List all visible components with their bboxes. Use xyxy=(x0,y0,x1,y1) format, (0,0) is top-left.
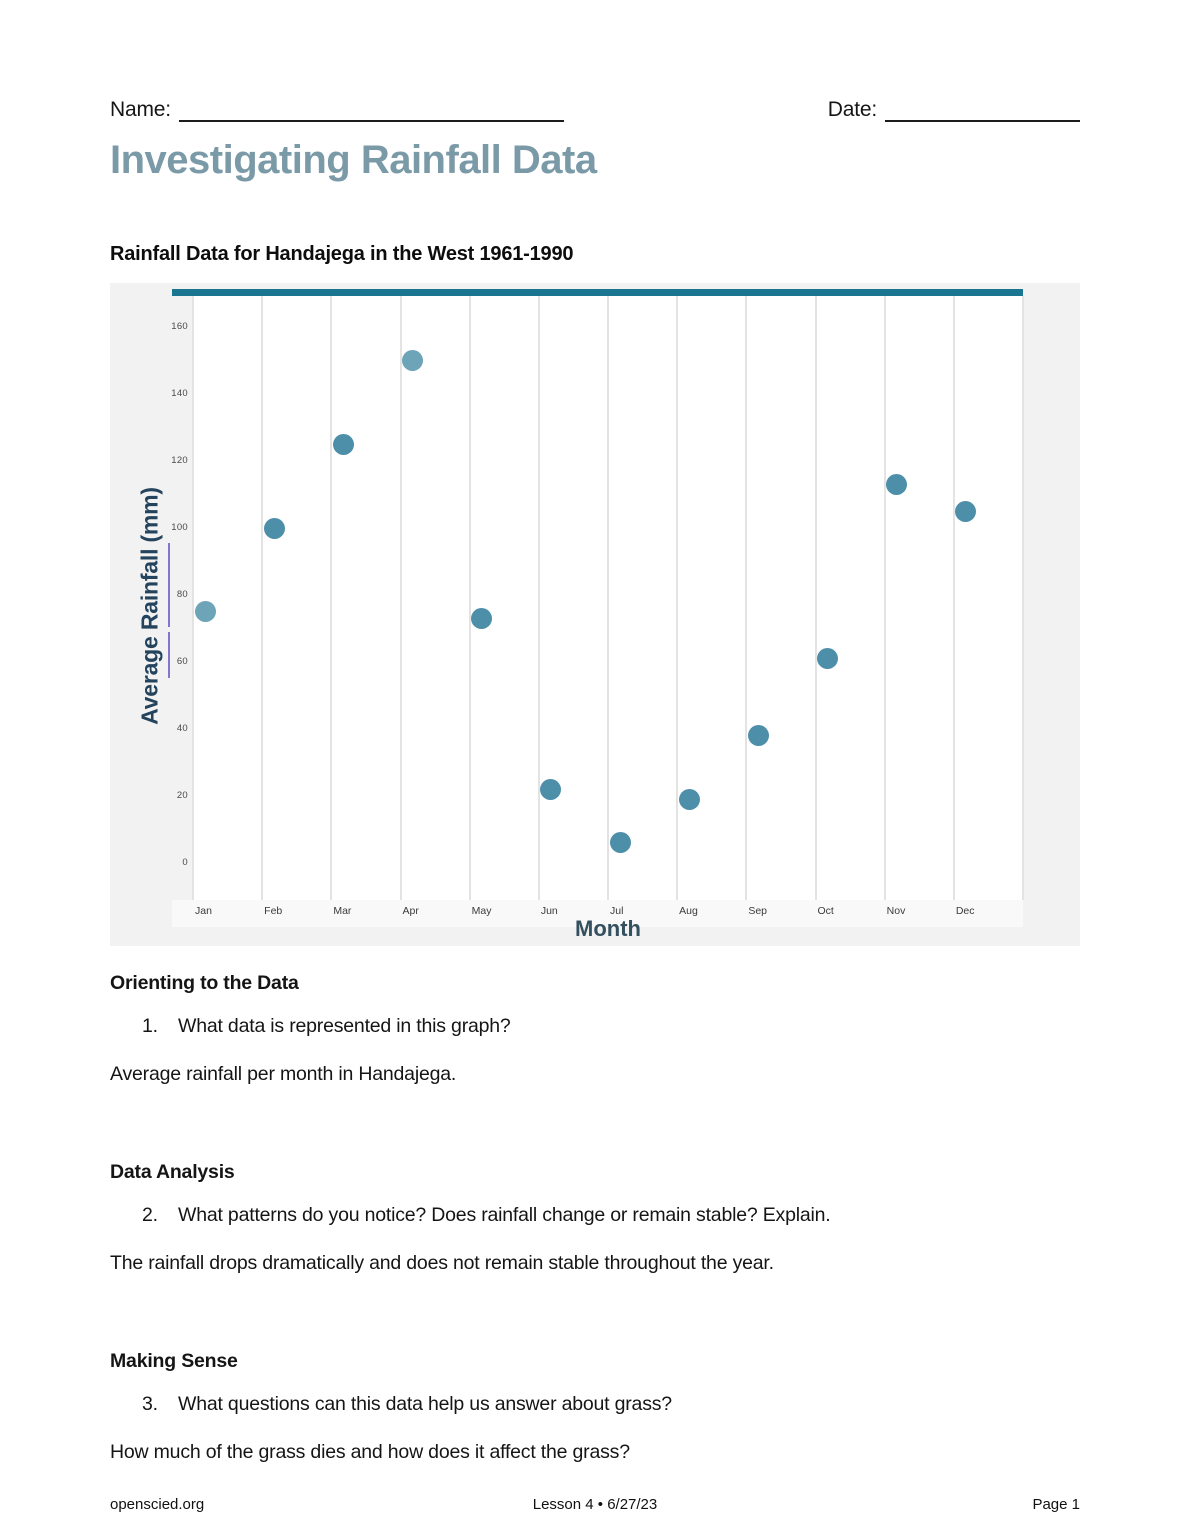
y-tick-label: 100 xyxy=(171,522,188,533)
y-tick-label: 80 xyxy=(176,589,188,600)
y-tick-label: 160 xyxy=(171,321,188,332)
chart-xlabel-band xyxy=(172,900,1023,927)
worksheet-sections: Orienting to the Data 1. What data is re… xyxy=(110,972,1080,1464)
section-data-analysis: Data Analysis 2. What patterns do you no… xyxy=(110,1161,1080,1275)
x-tick-label: Sep xyxy=(748,905,768,917)
y-tick-label: 0 xyxy=(182,857,188,868)
data-point-feb xyxy=(263,517,285,539)
chart-gridline xyxy=(537,296,540,900)
question-text: What patterns do you notice? Does rainfa… xyxy=(178,1204,831,1226)
chart-gridline xyxy=(676,296,679,900)
x-tick-label: Nov xyxy=(886,905,906,917)
question-number: 3. xyxy=(142,1393,158,1415)
x-tick-label: May xyxy=(471,905,492,917)
chart-gridline xyxy=(1022,296,1024,900)
question-text: What questions can this data help us ans… xyxy=(178,1393,672,1415)
chart-gridline xyxy=(192,296,194,900)
x-tick-label: Oct xyxy=(817,905,834,917)
date-field: Date: xyxy=(828,98,1080,122)
date-label: Date: xyxy=(827,98,877,121)
header-row: Name: Date: xyxy=(110,98,1080,122)
question-number: 2. xyxy=(142,1204,158,1226)
section-orienting: Orienting to the Data 1. What data is re… xyxy=(110,972,1080,1086)
chart-gridline xyxy=(399,296,402,900)
page-title: Investigating Rainfall Data xyxy=(110,138,597,182)
x-tick-label: Aug xyxy=(679,905,698,917)
y-tick-label: 60 xyxy=(176,656,188,667)
footer-lesson: Lesson 4 • 6/27/23 xyxy=(532,1496,658,1513)
footer-site: openscied.org xyxy=(110,1496,205,1513)
data-point-apr xyxy=(402,350,423,371)
y-tick-label: 20 xyxy=(176,790,188,801)
name-field: Name: xyxy=(110,98,564,122)
rainfall-figure: Average Rainfall (mm) Month 0 20 40 60 80 100… xyxy=(110,283,1080,946)
data-point-dec xyxy=(955,500,977,522)
y-tick-label: 40 xyxy=(176,723,188,734)
chart-gridline xyxy=(330,296,333,900)
data-point-jan xyxy=(194,601,216,623)
footer-page-number: Page 1 xyxy=(1032,1496,1080,1513)
page-footer: openscied.org Lesson 4 • 6/27/23 Page 1 xyxy=(110,1496,1080,1513)
x-tick-label: Apr xyxy=(402,905,419,917)
chart-gridline xyxy=(468,296,471,900)
data-point-sep xyxy=(747,725,769,747)
x-axis-title: Month xyxy=(575,916,641,941)
answer-text: The rainfall drops dramatically and does… xyxy=(110,1252,774,1274)
y-tick-label: 120 xyxy=(171,455,188,466)
data-point-aug xyxy=(678,788,700,810)
chart-accent-bar xyxy=(172,289,1023,296)
chart-gridline xyxy=(952,296,955,900)
chart-gridline xyxy=(261,296,264,900)
question-row: 2. What patterns do you notice? Does rai… xyxy=(142,1204,1080,1227)
x-tick-label: Jun xyxy=(540,905,558,917)
pen-annotation-mark xyxy=(168,632,170,678)
section-heading: Making Sense xyxy=(110,1350,238,1372)
question-row: 3. What questions can this data help us … xyxy=(142,1393,1080,1416)
question-row: 1. What data is represented in this grap… xyxy=(142,1015,1080,1038)
chart-gridline xyxy=(883,296,886,900)
name-label: Name: xyxy=(110,98,171,121)
x-tick-label: Mar xyxy=(333,905,352,917)
data-point-may xyxy=(471,607,493,629)
section-heading: Data Analysis xyxy=(110,1161,235,1183)
question-text: What data is represented in this graph? xyxy=(178,1015,511,1037)
x-tick-label: Jan xyxy=(195,905,212,917)
data-point-mar xyxy=(332,433,354,455)
data-point-oct xyxy=(817,648,838,670)
name-blank-line xyxy=(178,98,564,122)
chart-heading: Rainfall Data for Handajega in the West … xyxy=(110,243,574,265)
date-blank-line xyxy=(885,98,1080,122)
data-point-jul xyxy=(609,832,631,854)
chart-gridline xyxy=(814,296,817,900)
answer-text: How much of the grass dies and how does … xyxy=(110,1441,630,1463)
x-tick-label: Jul xyxy=(610,905,624,917)
data-point-nov xyxy=(886,473,908,495)
chart-gridline xyxy=(607,296,609,900)
x-tick-label: Dec xyxy=(955,905,975,917)
section-making-sense: Making Sense 3. What questions can this … xyxy=(110,1350,1080,1464)
question-number: 1. xyxy=(142,1015,158,1037)
answer-text: Average rainfall per month in Handajega. xyxy=(110,1063,457,1085)
page-content: Name: Date: Investigating Rainfall Data … xyxy=(110,0,1080,1506)
y-tick-label: 140 xyxy=(171,388,188,399)
section-heading: Orienting to the Data xyxy=(110,972,299,994)
chart-gridline xyxy=(745,296,748,900)
pen-annotation-mark xyxy=(168,543,170,627)
data-point-jun xyxy=(540,778,562,800)
x-tick-label: Feb xyxy=(264,905,283,917)
